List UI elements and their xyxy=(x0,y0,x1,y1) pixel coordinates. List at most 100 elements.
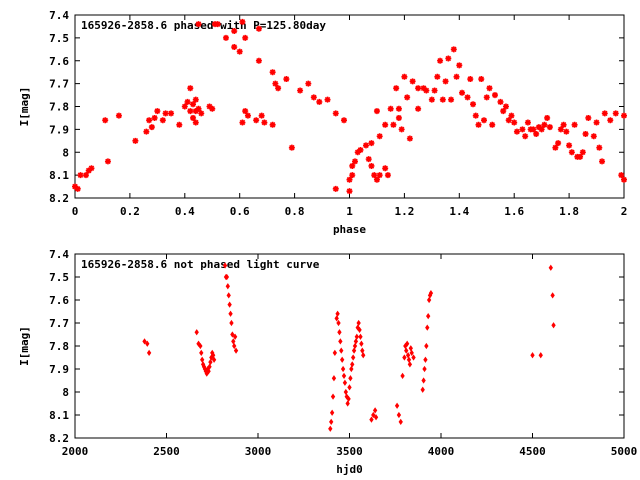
data-point xyxy=(331,375,337,382)
data-point xyxy=(336,319,341,327)
data-point xyxy=(206,368,211,375)
data-point xyxy=(222,262,228,269)
data-point xyxy=(513,128,520,135)
data-point xyxy=(459,89,466,96)
y-axis-label: I[mag] xyxy=(18,87,31,127)
data-point xyxy=(347,384,352,391)
data-point xyxy=(154,108,161,115)
data-point xyxy=(428,96,435,103)
data-point xyxy=(424,342,429,350)
data-point xyxy=(544,114,551,121)
data-point xyxy=(535,124,542,131)
data-point xyxy=(272,80,279,87)
data-point xyxy=(232,333,238,340)
data-point xyxy=(176,121,183,128)
data-point xyxy=(557,126,564,133)
data-point xyxy=(74,185,81,192)
data-point xyxy=(349,162,356,169)
data-point xyxy=(231,28,238,35)
data-point xyxy=(346,395,351,403)
data-point xyxy=(209,105,216,112)
data-point xyxy=(343,388,349,396)
data-point xyxy=(338,338,343,345)
data-point xyxy=(508,112,515,119)
data-point xyxy=(362,142,369,149)
data-point xyxy=(448,96,455,103)
data-point xyxy=(337,329,342,336)
y-tick-label: 8.2 xyxy=(49,192,69,205)
y-tick-label: 8 xyxy=(62,386,69,399)
data-point xyxy=(548,264,553,271)
data-point xyxy=(407,361,413,368)
data-point xyxy=(481,117,488,124)
data-point xyxy=(408,345,413,352)
y-tick-label: 7.6 xyxy=(49,294,69,307)
data-point xyxy=(357,146,364,153)
x-tick-label: 0.6 xyxy=(230,205,250,218)
data-point xyxy=(349,172,356,179)
data-point xyxy=(422,365,427,373)
data-points xyxy=(72,18,627,195)
data-point xyxy=(316,98,323,105)
data-point xyxy=(453,73,460,80)
x-tick-label: 0.4 xyxy=(175,205,195,218)
data-point xyxy=(361,352,366,359)
data-point xyxy=(104,158,111,165)
data-point xyxy=(425,324,430,331)
data-point xyxy=(421,377,426,384)
data-point xyxy=(187,85,194,92)
data-point xyxy=(426,296,432,304)
data-point xyxy=(330,393,336,400)
data-point xyxy=(225,283,230,290)
data-point xyxy=(390,121,397,128)
x-tick-label: 0.8 xyxy=(285,205,305,218)
data-point xyxy=(332,349,338,357)
data-point xyxy=(236,48,243,55)
data-point xyxy=(334,315,339,322)
x-tick-label: 2500 xyxy=(153,445,180,458)
x-tick-label: 4000 xyxy=(428,445,455,458)
data-point xyxy=(376,133,383,140)
data-point xyxy=(478,76,485,83)
plot-frame xyxy=(74,253,625,439)
data-point xyxy=(102,117,109,124)
data-point xyxy=(368,162,375,169)
y-tick-label: 7.7 xyxy=(49,317,69,330)
data-point xyxy=(239,18,246,25)
data-point xyxy=(229,319,234,327)
data-point xyxy=(497,98,504,105)
data-point xyxy=(596,144,603,151)
y-tick-label: 7.9 xyxy=(49,363,69,376)
x-tick-label: 3000 xyxy=(245,445,272,458)
y-tick-label: 8.1 xyxy=(49,169,69,182)
data-point xyxy=(359,340,364,347)
chart-panel-2: 2000 2500 3000 3500 4000 4500 5000 7.4 7.5 7.6 7.7… xyxy=(18,248,637,476)
data-point xyxy=(224,273,230,281)
data-point xyxy=(546,124,553,131)
data-point xyxy=(395,105,402,112)
data-point xyxy=(560,121,567,128)
data-point xyxy=(228,310,233,317)
data-point xyxy=(360,347,365,354)
data-point xyxy=(332,110,339,117)
data-point xyxy=(582,130,589,137)
data-points xyxy=(142,262,556,432)
x-tick-label: 4500 xyxy=(519,445,546,458)
data-point xyxy=(143,128,150,135)
y-tick-label: 8.2 xyxy=(49,432,69,445)
data-point xyxy=(579,149,586,156)
data-point xyxy=(352,342,358,350)
data-point xyxy=(356,319,361,327)
data-point xyxy=(239,119,246,126)
data-point xyxy=(372,407,378,414)
y-axis-label: I[mag] xyxy=(18,326,31,366)
data-point xyxy=(593,119,600,126)
y-tick-label: 7.4 xyxy=(49,9,69,22)
data-point xyxy=(491,92,498,99)
data-point xyxy=(423,356,428,363)
data-point xyxy=(345,400,350,407)
data-point xyxy=(371,411,376,419)
data-point xyxy=(269,121,276,128)
data-point xyxy=(464,94,471,101)
